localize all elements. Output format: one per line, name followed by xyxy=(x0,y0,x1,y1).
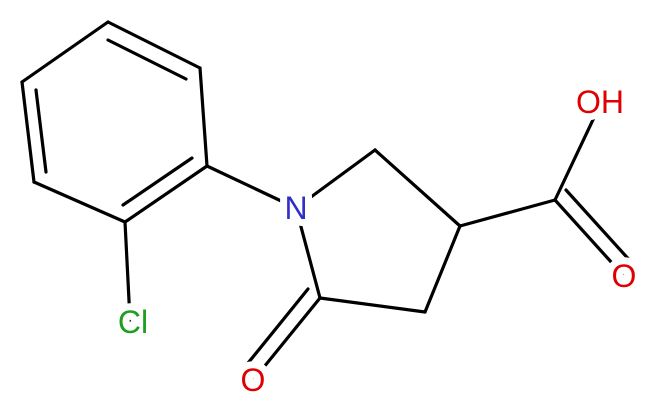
atom-label: Cl xyxy=(118,304,148,340)
bond xyxy=(123,164,209,224)
atom-label: O xyxy=(241,362,266,398)
bond xyxy=(294,148,377,210)
atom-label: OH xyxy=(576,84,624,120)
bond xyxy=(20,20,110,84)
bond xyxy=(553,198,624,276)
bond xyxy=(121,156,194,207)
bond xyxy=(373,148,462,228)
bond xyxy=(423,224,462,314)
bond xyxy=(20,80,36,184)
atom-labels: N O OH O Cl xyxy=(111,77,644,405)
bond xyxy=(318,296,427,314)
bond xyxy=(564,188,635,266)
atom-label: N xyxy=(284,190,307,226)
bond xyxy=(458,198,557,228)
bond xyxy=(198,66,209,168)
bonds xyxy=(20,20,635,380)
bond xyxy=(242,287,310,370)
bond xyxy=(106,20,202,70)
atom-label: O xyxy=(612,258,637,294)
bond xyxy=(205,164,298,210)
bond xyxy=(553,103,602,202)
bond xyxy=(253,296,322,380)
bond xyxy=(294,206,322,300)
bond xyxy=(32,180,127,224)
bond xyxy=(34,88,48,174)
bond xyxy=(123,220,132,322)
bond xyxy=(106,38,188,81)
